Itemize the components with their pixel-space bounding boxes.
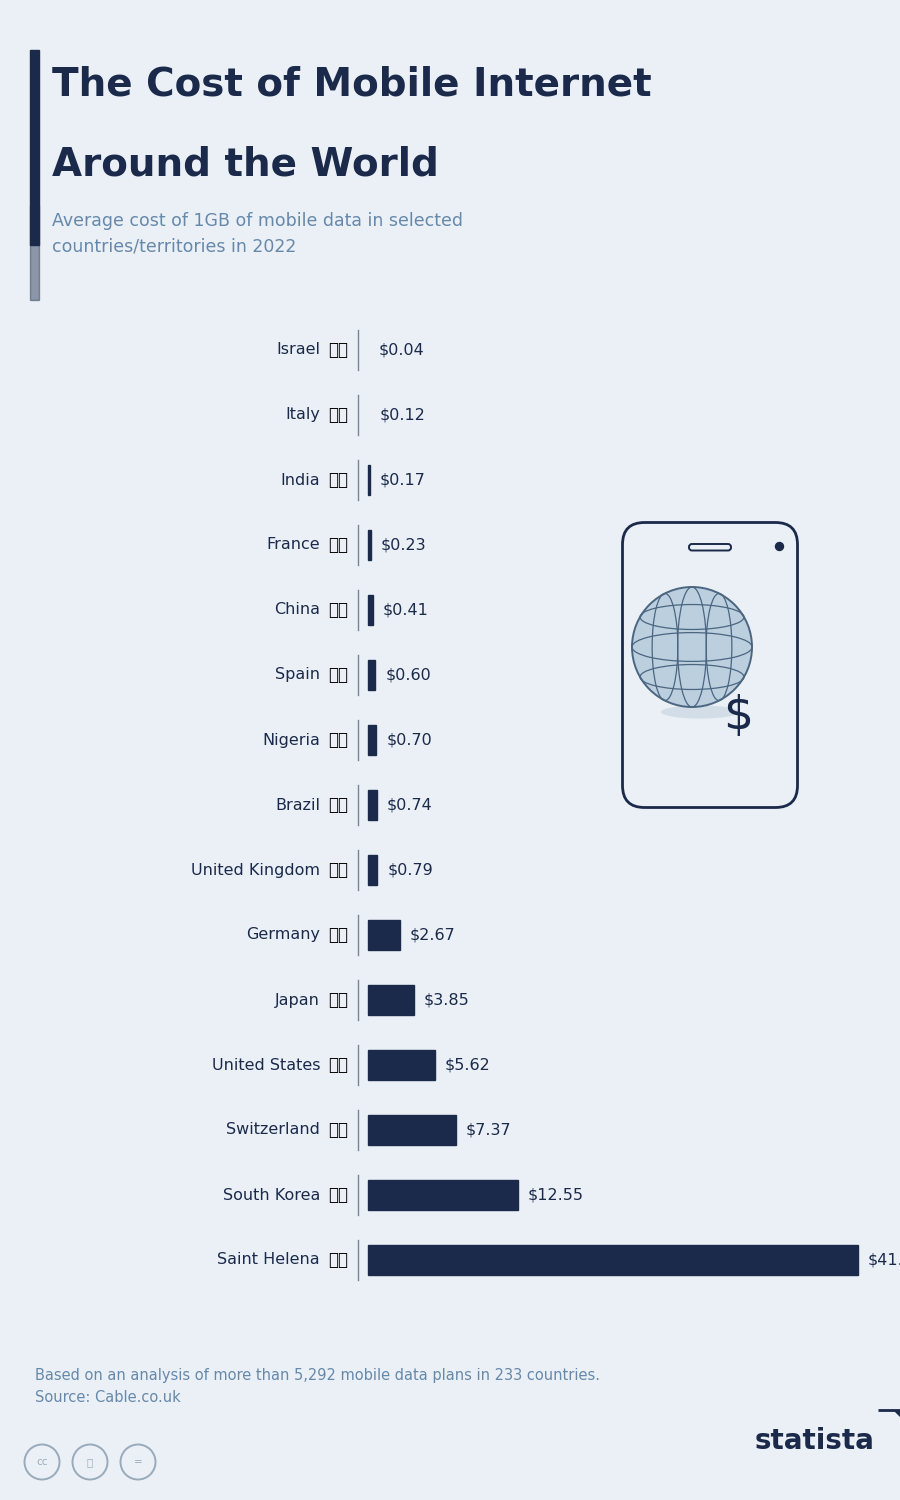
- Text: $0.74: $0.74: [387, 798, 433, 813]
- Text: $0.41: $0.41: [382, 603, 428, 618]
- Text: 🇬🇧: 🇬🇧: [328, 861, 348, 879]
- Text: =: =: [133, 1456, 142, 1467]
- Bar: [368, 1180, 518, 1210]
- Bar: [368, 1050, 435, 1080]
- Text: Based on an analysis of more than 5,292 mobile data plans in 233 countries.
Sour: Based on an analysis of more than 5,292 …: [35, 1368, 600, 1406]
- Bar: [368, 855, 377, 885]
- Bar: [30, 50, 39, 244]
- Text: $5.62: $5.62: [446, 1058, 491, 1072]
- Text: 🇩🇪: 🇩🇪: [328, 926, 348, 944]
- Circle shape: [776, 543, 784, 550]
- Text: South Korea: South Korea: [222, 1188, 320, 1203]
- Text: China: China: [274, 603, 320, 618]
- Bar: [368, 724, 376, 754]
- Bar: [368, 660, 375, 690]
- Text: 🇫🇷: 🇫🇷: [328, 536, 348, 554]
- Text: $3.85: $3.85: [424, 993, 470, 1008]
- Text: cc: cc: [36, 1456, 48, 1467]
- Bar: [368, 920, 400, 950]
- Text: 🇨🇭: 🇨🇭: [328, 1120, 348, 1138]
- Text: Germany: Germany: [246, 927, 320, 942]
- Text: Switzerland: Switzerland: [226, 1122, 320, 1137]
- Text: Around the World: Around the World: [52, 146, 439, 183]
- Text: Italy: Italy: [285, 408, 320, 423]
- Text: The Cost of Mobile Internet: The Cost of Mobile Internet: [52, 64, 652, 104]
- Bar: [368, 1245, 858, 1275]
- Text: 🇮🇳: 🇮🇳: [328, 471, 348, 489]
- Bar: [30, 206, 39, 300]
- Bar: [368, 986, 414, 1016]
- Text: Israel: Israel: [276, 342, 320, 357]
- Text: $2.67: $2.67: [410, 927, 455, 942]
- Text: 🇳🇬: 🇳🇬: [328, 730, 348, 748]
- Text: 🇰🇷: 🇰🇷: [328, 1186, 348, 1204]
- Text: $12.55: $12.55: [527, 1188, 584, 1203]
- Text: Japan: Japan: [275, 993, 320, 1008]
- Text: Saint Helena: Saint Helena: [218, 1252, 320, 1268]
- Text: Spain: Spain: [275, 668, 320, 682]
- Text: 🇸🇭: 🇸🇭: [328, 1251, 348, 1269]
- Text: Nigeria: Nigeria: [262, 732, 320, 747]
- Circle shape: [632, 586, 752, 706]
- Text: $0.60: $0.60: [385, 668, 431, 682]
- Text: $: $: [723, 694, 753, 740]
- Text: $41.06: $41.06: [868, 1252, 900, 1268]
- Text: statista: statista: [755, 1426, 875, 1455]
- Ellipse shape: [661, 705, 739, 718]
- Text: $7.37: $7.37: [466, 1122, 511, 1137]
- Bar: [368, 596, 373, 626]
- Text: United States: United States: [212, 1058, 320, 1072]
- Text: Average cost of 1GB of mobile data in selected
countries/territories in 2022: Average cost of 1GB of mobile data in se…: [52, 211, 463, 255]
- Text: 🇧🇷: 🇧🇷: [328, 796, 348, 814]
- Bar: [368, 1114, 456, 1144]
- Bar: [368, 790, 377, 820]
- Text: $0.04: $0.04: [379, 342, 424, 357]
- Polygon shape: [893, 1410, 900, 1432]
- Text: ⓘ: ⓘ: [87, 1456, 93, 1467]
- Text: 🇮🇱: 🇮🇱: [328, 340, 348, 358]
- Text: $0.12: $0.12: [380, 408, 426, 423]
- Bar: [368, 530, 371, 560]
- Text: 🇺🇸: 🇺🇸: [328, 1056, 348, 1074]
- Text: United Kingdom: United Kingdom: [191, 862, 320, 877]
- Text: France: France: [266, 537, 320, 552]
- Text: Brazil: Brazil: [275, 798, 320, 813]
- Text: 🇮🇹: 🇮🇹: [328, 406, 348, 424]
- Text: $0.70: $0.70: [386, 732, 432, 747]
- Bar: [368, 465, 370, 495]
- Text: $0.23: $0.23: [381, 537, 427, 552]
- Text: 🇯🇵: 🇯🇵: [328, 992, 348, 1010]
- Text: $0.17: $0.17: [380, 472, 426, 488]
- Text: $0.79: $0.79: [387, 862, 433, 877]
- Text: 🇪🇸: 🇪🇸: [328, 666, 348, 684]
- Text: 🇨🇳: 🇨🇳: [328, 602, 348, 619]
- Text: India: India: [281, 472, 320, 488]
